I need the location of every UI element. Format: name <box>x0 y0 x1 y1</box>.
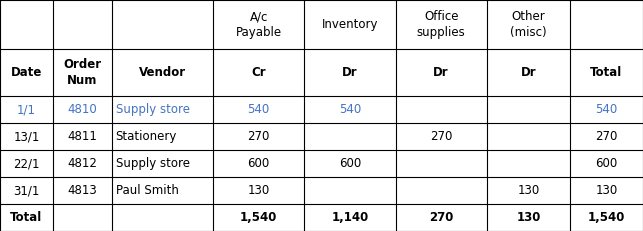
Text: 130: 130 <box>595 184 618 197</box>
Text: 1,540: 1,540 <box>588 211 625 224</box>
Text: 4813: 4813 <box>68 184 97 197</box>
Text: 600: 600 <box>595 157 618 170</box>
Text: 540: 540 <box>595 103 618 116</box>
Text: Stationery: Stationery <box>116 130 177 143</box>
Text: 130: 130 <box>248 184 270 197</box>
Text: 130: 130 <box>517 184 539 197</box>
Text: 4810: 4810 <box>68 103 97 116</box>
Text: Inventory: Inventory <box>322 18 378 31</box>
Text: Dr: Dr <box>342 66 358 79</box>
Text: 270: 270 <box>430 130 453 143</box>
Text: 600: 600 <box>248 157 270 170</box>
Text: 22/1: 22/1 <box>13 157 40 170</box>
Text: A/c
Payable: A/c Payable <box>235 10 282 39</box>
Text: 4811: 4811 <box>68 130 97 143</box>
Text: Date: Date <box>11 66 42 79</box>
Text: Paul Smith: Paul Smith <box>116 184 179 197</box>
Text: 1/1: 1/1 <box>17 103 36 116</box>
Text: Supply store: Supply store <box>116 157 190 170</box>
Text: 1,140: 1,140 <box>331 211 368 224</box>
Text: 130: 130 <box>516 211 541 224</box>
Text: Office
supplies: Office supplies <box>417 10 466 39</box>
Text: 31/1: 31/1 <box>14 184 40 197</box>
Text: Total: Total <box>10 211 42 224</box>
Text: Supply store: Supply store <box>116 103 190 116</box>
Text: Cr: Cr <box>251 66 266 79</box>
Text: 270: 270 <box>248 130 270 143</box>
Text: Total: Total <box>590 66 622 79</box>
Text: 540: 540 <box>248 103 270 116</box>
Text: Dr: Dr <box>433 66 449 79</box>
Text: 270: 270 <box>595 130 618 143</box>
Text: Vendor: Vendor <box>139 66 186 79</box>
Text: 600: 600 <box>339 157 361 170</box>
Text: 270: 270 <box>429 211 453 224</box>
Text: 4812: 4812 <box>68 157 97 170</box>
Text: Order
Num: Order Num <box>63 58 101 87</box>
Text: Dr: Dr <box>521 66 536 79</box>
Text: 13/1: 13/1 <box>14 130 40 143</box>
Text: 1,540: 1,540 <box>240 211 277 224</box>
Text: Other
(misc): Other (misc) <box>510 10 547 39</box>
Text: 540: 540 <box>339 103 361 116</box>
